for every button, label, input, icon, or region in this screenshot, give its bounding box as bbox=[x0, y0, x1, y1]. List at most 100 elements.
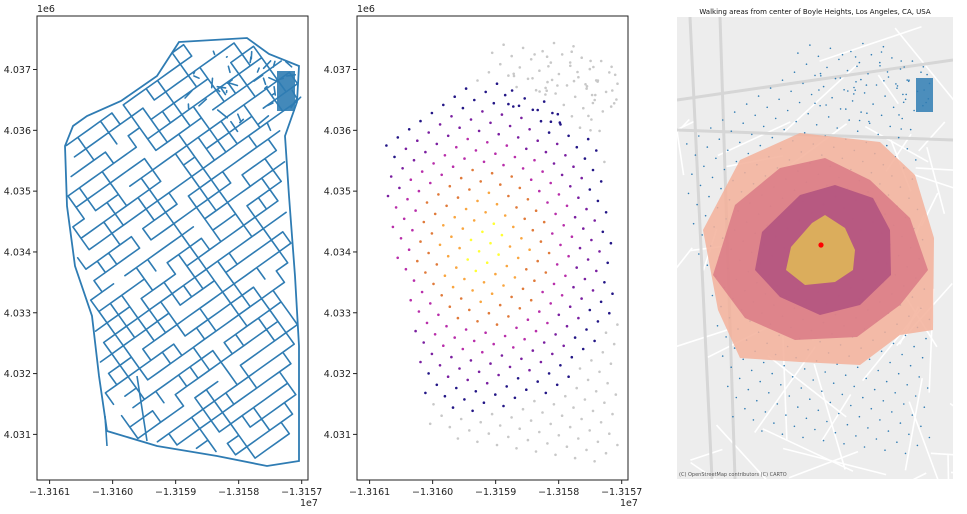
node-point bbox=[611, 89, 614, 92]
node-point bbox=[595, 149, 598, 152]
node-point bbox=[573, 336, 577, 339]
map-node bbox=[698, 253, 700, 255]
map-node bbox=[883, 80, 885, 82]
node-point bbox=[549, 302, 552, 305]
node-point bbox=[422, 341, 426, 344]
node-point bbox=[608, 311, 611, 315]
node-point bbox=[518, 427, 521, 431]
map-node bbox=[911, 60, 914, 62]
map-node bbox=[858, 61, 861, 64]
node-point bbox=[598, 250, 601, 253]
map-node bbox=[805, 417, 808, 420]
node-point bbox=[520, 357, 523, 361]
node-point bbox=[615, 98, 618, 101]
node-point bbox=[442, 344, 445, 348]
map-node bbox=[733, 347, 736, 349]
node-point bbox=[578, 367, 582, 370]
map-node bbox=[900, 128, 902, 130]
node-point bbox=[484, 211, 487, 214]
node-point bbox=[502, 284, 505, 287]
map-node bbox=[810, 93, 813, 96]
node-point bbox=[476, 199, 479, 203]
node-point bbox=[485, 381, 489, 385]
map-node bbox=[834, 431, 837, 434]
node-point bbox=[577, 196, 580, 199]
node-point bbox=[575, 266, 578, 269]
map-node bbox=[850, 404, 852, 407]
map-node bbox=[858, 119, 861, 122]
y-tick-label: 4.031 bbox=[4, 430, 31, 441]
node-point bbox=[580, 176, 583, 180]
map-node bbox=[815, 124, 818, 126]
node-point bbox=[562, 224, 565, 227]
map-node bbox=[853, 385, 855, 388]
node-point bbox=[497, 373, 500, 377]
node-point bbox=[499, 62, 502, 66]
node-point bbox=[595, 269, 598, 273]
node-point bbox=[409, 298, 413, 302]
map-node bbox=[867, 427, 869, 429]
node-point bbox=[490, 292, 494, 296]
node-point bbox=[596, 440, 600, 444]
map-node bbox=[803, 132, 806, 134]
map-node bbox=[889, 125, 891, 128]
node-point bbox=[429, 302, 432, 305]
node-point bbox=[471, 409, 474, 413]
map-node bbox=[730, 366, 732, 369]
node-point bbox=[394, 206, 398, 209]
map-node bbox=[696, 203, 698, 206]
map-node bbox=[843, 89, 845, 91]
node-point bbox=[437, 313, 440, 317]
x-tick-label: −1.3160 bbox=[92, 487, 133, 498]
node-point bbox=[510, 295, 513, 299]
node-point bbox=[492, 222, 496, 225]
node-points bbox=[385, 41, 619, 463]
node-point bbox=[599, 180, 603, 183]
node-point bbox=[419, 360, 422, 364]
node-point bbox=[515, 85, 518, 89]
map-node bbox=[873, 388, 876, 391]
map-node bbox=[822, 85, 825, 88]
node-point bbox=[551, 352, 554, 356]
map-node bbox=[909, 364, 912, 367]
map-node bbox=[839, 77, 842, 79]
map-node bbox=[774, 117, 777, 120]
node-point bbox=[576, 70, 579, 74]
node-point bbox=[461, 347, 465, 351]
y-tick-label: 4.033 bbox=[324, 308, 351, 319]
node-point bbox=[396, 256, 400, 260]
node-point bbox=[386, 194, 390, 198]
node-point bbox=[552, 162, 556, 165]
map-node bbox=[880, 350, 883, 353]
node-point bbox=[494, 393, 497, 396]
map-node bbox=[686, 143, 688, 145]
node-point bbox=[402, 217, 406, 221]
node-point bbox=[455, 145, 458, 149]
node-point bbox=[407, 248, 411, 251]
map-node bbox=[884, 449, 886, 452]
node-point bbox=[542, 341, 546, 344]
node-point bbox=[575, 145, 579, 149]
x-tick-label: −1.3161 bbox=[349, 487, 390, 498]
street-lines bbox=[64, 37, 302, 467]
node-point bbox=[438, 364, 442, 367]
node-point bbox=[490, 171, 494, 175]
node-point bbox=[586, 137, 590, 141]
map-node bbox=[898, 114, 900, 116]
node-point bbox=[582, 106, 585, 110]
node-point bbox=[560, 414, 564, 418]
y-offset-label: 1e6 bbox=[37, 4, 55, 15]
node-point bbox=[513, 155, 517, 159]
node-point bbox=[430, 352, 434, 356]
map-node bbox=[870, 53, 873, 56]
node-point bbox=[573, 215, 577, 219]
map-node bbox=[896, 441, 898, 444]
node-point bbox=[531, 228, 535, 232]
map-node bbox=[771, 136, 774, 139]
node-point bbox=[425, 201, 429, 204]
map-node bbox=[698, 135, 700, 137]
node-point bbox=[545, 55, 549, 58]
node-point bbox=[529, 178, 533, 181]
node-point bbox=[464, 207, 468, 211]
map-node bbox=[901, 353, 903, 356]
